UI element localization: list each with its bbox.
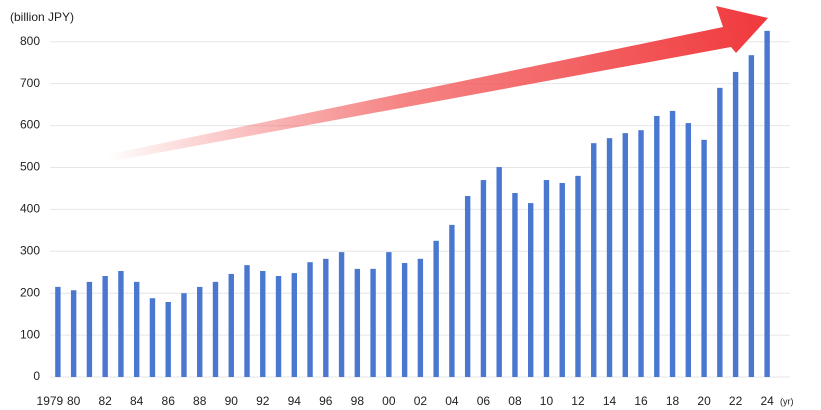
x-tick-label: 96 [319, 394, 333, 408]
bar [717, 87, 723, 377]
x-tick-label: 12 [571, 394, 585, 408]
bar [354, 268, 361, 377]
bar [338, 252, 345, 377]
bar [748, 55, 755, 378]
bar [307, 262, 313, 377]
x-tick-label: 80 [67, 394, 81, 408]
bar [654, 115, 660, 377]
x-axis-label: (yr) [780, 396, 794, 406]
bar [55, 286, 61, 377]
bar [370, 268, 376, 377]
x-tick-label: 86 [162, 394, 176, 408]
y-tick-label: 700 [20, 76, 40, 90]
x-tick-label: 94 [288, 394, 302, 408]
y-tick-label: 300 [20, 243, 40, 257]
bar [102, 276, 108, 377]
y-tick-label: 400 [20, 202, 40, 216]
bar [433, 240, 439, 377]
x-tick-label: 04 [445, 394, 459, 408]
bar [669, 110, 676, 378]
x-tick-label: 1979 [37, 394, 64, 408]
y-tick-label: 200 [20, 285, 40, 299]
x-tick-label: 14 [603, 394, 617, 408]
y-tick-label: 500 [20, 160, 40, 174]
x-tick-label: 02 [414, 394, 428, 408]
bar [559, 182, 565, 377]
bar [528, 203, 534, 377]
bar [244, 265, 250, 377]
bar [165, 301, 171, 377]
y-axis-label: (billion JPY) [10, 10, 74, 24]
y-tick-label: 100 [20, 327, 40, 341]
bar [386, 252, 392, 377]
bar [275, 276, 282, 377]
bar [701, 139, 707, 377]
bar [133, 281, 140, 377]
x-tick-label: 98 [351, 394, 365, 408]
x-tick-label: 16 [634, 394, 648, 408]
bar [622, 133, 628, 377]
bar [228, 273, 234, 377]
bar [118, 270, 124, 377]
bar [732, 71, 739, 377]
y-tick-label: 800 [20, 34, 40, 48]
bar [606, 138, 613, 377]
x-tick-label: 24 [760, 394, 774, 408]
x-tick-label: 06 [477, 394, 491, 408]
bar [417, 258, 424, 377]
x-tick-label: 88 [193, 394, 207, 408]
x-tick-label: 20 [697, 394, 711, 408]
bar [149, 298, 156, 377]
bar [764, 30, 770, 377]
bar [212, 281, 219, 377]
x-tick-label: 92 [256, 394, 270, 408]
x-tick-label: 22 [729, 394, 743, 408]
bar [181, 293, 187, 377]
bar [401, 263, 408, 377]
bar [86, 281, 93, 377]
bar [449, 224, 455, 377]
bar [464, 195, 471, 377]
x-tick-label: 08 [508, 394, 522, 408]
bar [260, 270, 266, 377]
x-tick-label: 84 [130, 394, 144, 408]
bar [638, 130, 644, 377]
bar [291, 273, 297, 377]
x-tick-label: 10 [540, 394, 554, 408]
bar [323, 258, 329, 377]
y-tick-label: 0 [33, 369, 40, 383]
bar [496, 167, 502, 377]
bar [591, 143, 597, 377]
bar [70, 290, 77, 377]
x-tick-label: 00 [382, 394, 396, 408]
x-tick-label: 82 [98, 394, 112, 408]
bar [543, 180, 550, 377]
bar [575, 175, 581, 377]
bar [197, 286, 203, 377]
bar [685, 123, 692, 377]
trend-arrow [105, 6, 768, 162]
x-tick-label: 90 [225, 394, 239, 408]
x-tick-label: 18 [666, 394, 680, 408]
y-tick-label: 600 [20, 118, 40, 132]
bar [512, 193, 518, 377]
bar [480, 180, 487, 377]
